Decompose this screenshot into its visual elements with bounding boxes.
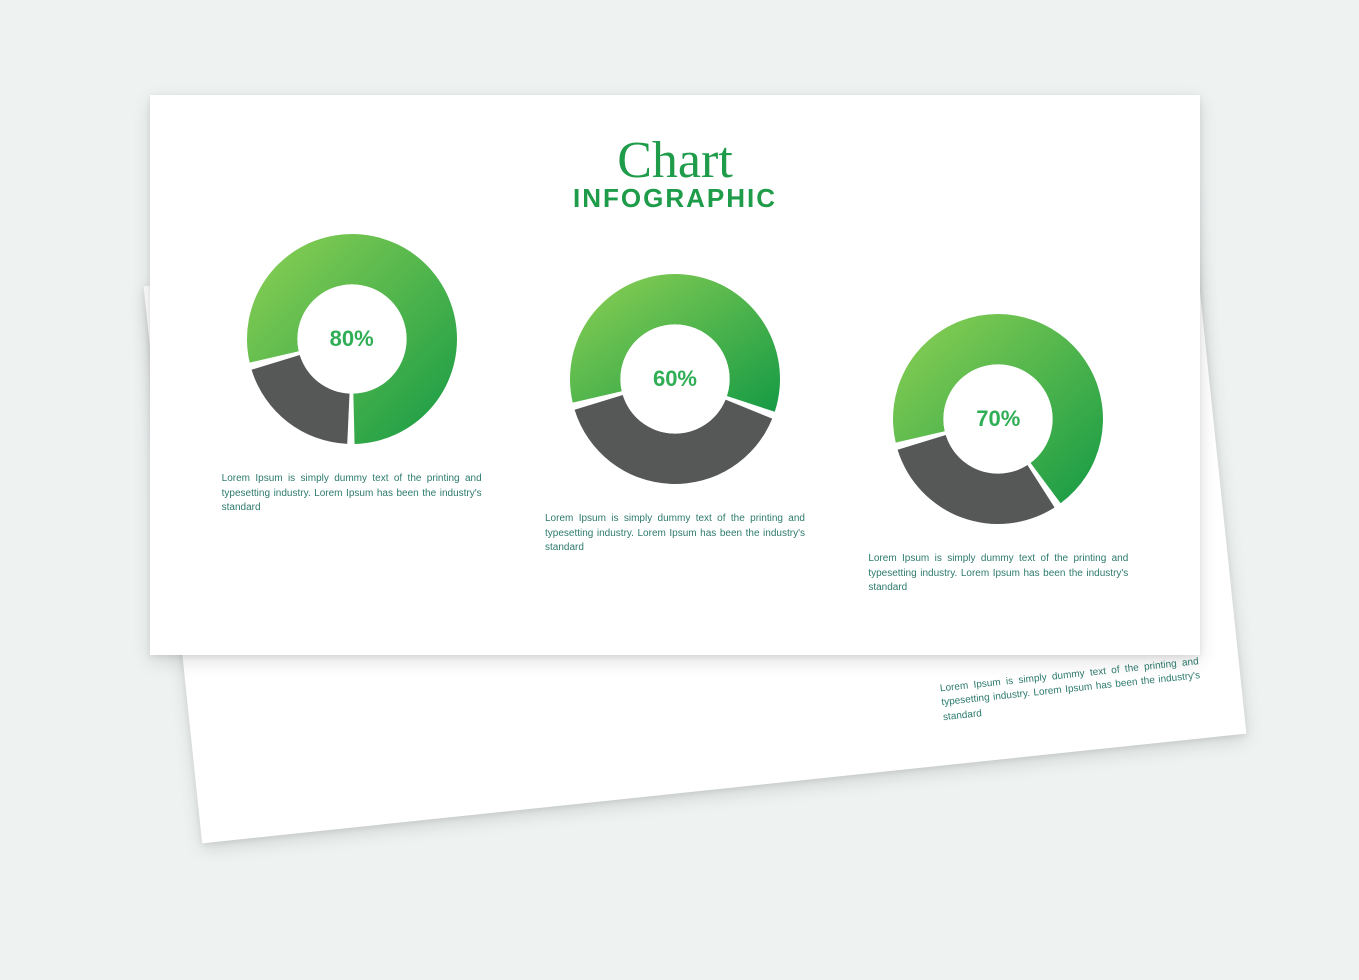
- chart-cell-2: 70% Lorem Ipsum is simply dummy text of …: [848, 314, 1148, 596]
- title-sub: INFOGRAPHIC: [150, 183, 1200, 214]
- caption-1: Lorem Ipsum is simply dummy text of the …: [545, 512, 805, 556]
- front-card: Chart INFOGRAPHIC 80% Lorem Ipsum is sim…: [150, 95, 1200, 655]
- donut-label-1: 60%: [570, 274, 780, 484]
- donut-0: 80%: [247, 234, 457, 444]
- back-caption: Lorem Ipsum is simply dummy text of the …: [939, 655, 1202, 725]
- chart-cell-1: 60% Lorem Ipsum is simply dummy text of …: [525, 274, 825, 556]
- chart-cell-0: 80% Lorem Ipsum is simply dummy text of …: [202, 234, 502, 516]
- donut-1: 60%: [570, 274, 780, 484]
- donut-label-0: 80%: [247, 234, 457, 444]
- donut-label-2: 70%: [893, 314, 1103, 524]
- title-block: Chart INFOGRAPHIC: [150, 95, 1200, 214]
- title-script: Chart: [150, 135, 1200, 187]
- caption-0: Lorem Ipsum is simply dummy text of the …: [222, 472, 482, 516]
- caption-2: Lorem Ipsum is simply dummy text of the …: [868, 552, 1128, 596]
- chart-row: 80% Lorem Ipsum is simply dummy text of …: [150, 214, 1200, 596]
- donut-2: 70%: [893, 314, 1103, 524]
